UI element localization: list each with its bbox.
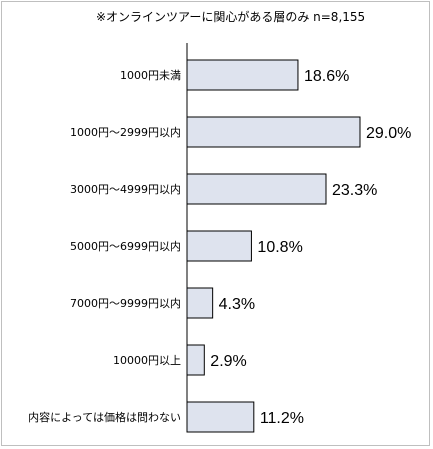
bar bbox=[186, 116, 361, 148]
value-label: 18.6% bbox=[304, 68, 349, 85]
category-label: 1000円未満 bbox=[120, 69, 181, 82]
chart-note: ※オンラインツアーに関心がある層のみ n=8,155 bbox=[96, 10, 366, 24]
bar bbox=[186, 59, 299, 91]
bar bbox=[186, 230, 252, 262]
value-label: 29.0% bbox=[366, 125, 411, 142]
bar bbox=[186, 344, 205, 376]
value-label: 4.3% bbox=[219, 296, 255, 313]
bar bbox=[186, 287, 214, 319]
category-label: 5000円～6999円以内 bbox=[70, 239, 181, 253]
value-label: 2.9% bbox=[210, 353, 246, 370]
value-label: 11.2% bbox=[260, 410, 304, 427]
value-label: 10.8% bbox=[257, 239, 302, 256]
category-label: 1000円～2999円以内 bbox=[70, 125, 181, 139]
bar bbox=[186, 173, 327, 205]
category-label: 10000円以上 bbox=[113, 354, 181, 367]
category-label: 7000円～9999円以内 bbox=[70, 296, 181, 310]
value-label: 23.3% bbox=[332, 182, 377, 199]
category-label: 3000円～4999円以内 bbox=[70, 182, 181, 196]
bar bbox=[186, 401, 255, 433]
category-label: 内容によっては価格は問わない bbox=[28, 410, 181, 424]
